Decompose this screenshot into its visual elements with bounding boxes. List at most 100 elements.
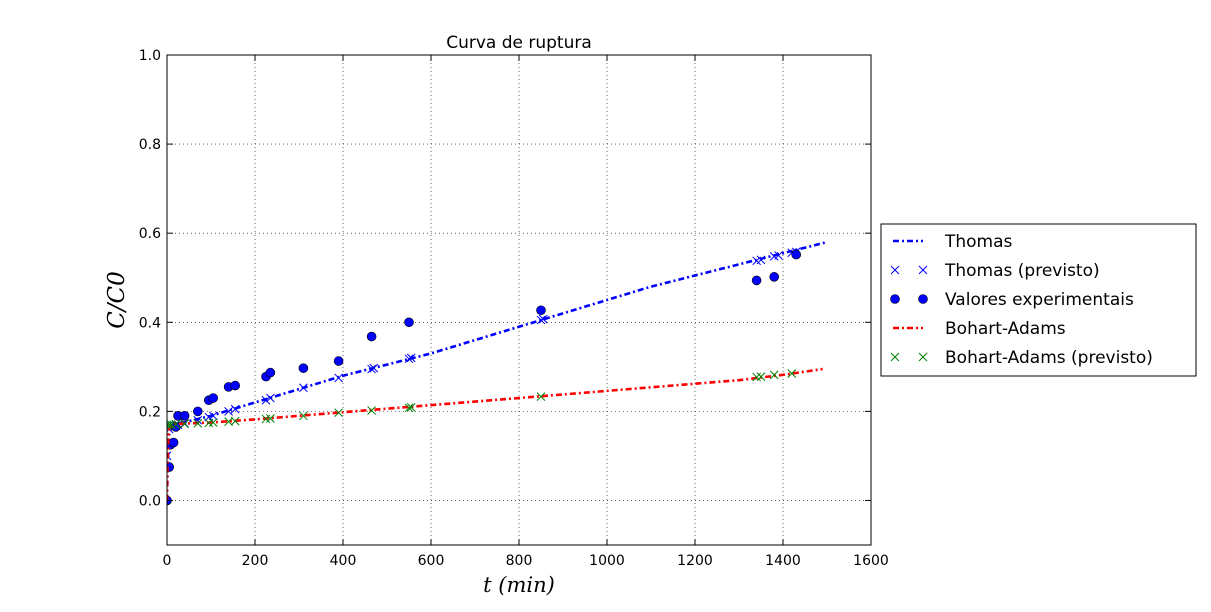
marker-x-stroke — [266, 393, 275, 403]
legend-entry-thomas: Thomas — [893, 232, 1013, 252]
marker-x-stroke — [167, 420, 172, 426]
tick-layer: 0 200 400 600 800 1000 1200 1400 1600 0.0 0.2 0.4 0.… — [139, 48, 889, 569]
marker-x-stroke — [918, 265, 928, 275]
marker-x-stroke — [230, 416, 240, 426]
data-point-valores-experimentais — [265, 367, 276, 378]
legend-swatch-marker — [890, 294, 900, 304]
marker-x-stroke — [404, 403, 414, 413]
data-point-valores-experimentais — [751, 275, 762, 286]
data-point-thomas-previsto — [230, 404, 240, 414]
marker-x-stroke — [266, 414, 275, 423]
data-point-thomas-previsto — [224, 407, 233, 416]
chart-title: Curva de ruptura — [446, 33, 592, 53]
marker-x-stroke — [171, 419, 181, 429]
x-tick-label: 1000 — [589, 553, 625, 569]
data-point-thomas-previsto — [167, 451, 172, 461]
marker-x-stroke — [299, 411, 308, 421]
legend-entry-bohart-adams: Bohart-Adams — [893, 319, 1066, 339]
marker-x-stroke — [756, 255, 766, 265]
legend-swatch-marker — [918, 294, 928, 304]
marker-x-stroke — [261, 395, 271, 405]
x-tick-label: 200 — [242, 553, 269, 569]
y-tick-label: 0.0 — [139, 493, 161, 509]
data-point-valores-experimentais — [208, 393, 218, 403]
marker-x-stroke — [769, 370, 779, 380]
data-point-bohart-adams-previsto — [404, 403, 414, 413]
legend-label: Bohart-Adams — [945, 319, 1066, 339]
legend-label: Thomas (previsto) — [944, 261, 1100, 281]
data-point-valores-experimentais — [168, 437, 179, 448]
series-layer — [167, 240, 828, 506]
marker-x-stroke — [208, 411, 218, 421]
data-point-valores-experimentais — [193, 406, 203, 417]
data-point-bohart-adams-previsto — [180, 419, 189, 429]
data-point-bohart-adams-previsto — [167, 420, 172, 430]
data-point-thomas-previsto — [536, 315, 546, 325]
marker-x-stroke — [167, 424, 172, 430]
data-point-thomas-previsto — [208, 411, 218, 421]
data-point-bohart-adams-previsto — [193, 419, 203, 428]
series-bohart-adams — [167, 367, 823, 501]
marker-x-stroke — [167, 420, 174, 428]
legend-entry-thomas-previsto: Thomas (previsto) — [890, 261, 1100, 281]
data-point-bohart-adams-previsto — [367, 406, 376, 415]
data-point-valores-experimentais — [404, 317, 414, 328]
marker-x-stroke — [787, 369, 797, 378]
data-point-bohart-adams-previsto — [266, 414, 275, 423]
data-point-thomas-previsto — [334, 373, 343, 383]
x-tick-label: 400 — [330, 553, 357, 569]
x-tick-label: 800 — [506, 553, 533, 569]
x-tick-label: 1200 — [677, 553, 713, 569]
legend-swatch-marker — [918, 352, 928, 362]
marker-x-stroke — [404, 354, 414, 364]
marker-x-stroke — [167, 451, 172, 457]
series-bohart-adams-previsto — [167, 369, 797, 430]
data-point-bohart-adams-previsto — [769, 370, 779, 380]
y-tick-label: 0.6 — [139, 226, 161, 242]
marker-x-stroke — [536, 392, 546, 402]
data-point-thomas-previsto — [299, 383, 308, 393]
x-axis-label: t (min) — [483, 573, 555, 597]
y-tick-label: 1.0 — [139, 48, 161, 64]
marker-x-stroke — [224, 417, 233, 426]
y-tick-label: 0.4 — [139, 315, 161, 331]
marker-x-stroke — [369, 363, 379, 373]
x-tick-label: 1400 — [765, 553, 801, 569]
data-point-bohart-adams-previsto — [171, 419, 181, 429]
marker-x-stroke — [890, 265, 900, 275]
x-tick-label: 1600 — [853, 553, 889, 569]
data-point-bohart-adams-previsto — [167, 420, 174, 430]
data-point-bohart-adams-previsto — [406, 403, 416, 412]
legend-swatch-marker — [890, 265, 900, 275]
marker-x-stroke — [367, 364, 376, 374]
data-point-thomas-previsto — [369, 363, 379, 373]
data-point-bohart-adams-previsto — [536, 392, 546, 402]
data-point-bohart-adams-previsto — [334, 408, 343, 418]
marker-x-stroke — [536, 315, 546, 325]
marker-x-stroke — [334, 373, 343, 383]
data-point-thomas-previsto — [756, 255, 766, 265]
marker-x-stroke — [230, 404, 240, 414]
data-point-valores-experimentais — [791, 249, 802, 260]
marker-x-stroke — [208, 418, 218, 427]
x-tick-label: 600 — [418, 553, 445, 569]
data-point-valores-experimentais — [333, 356, 344, 366]
data-point-thomas-previsto — [404, 354, 414, 364]
data-point-valores-experimentais — [230, 380, 240, 391]
data-point-thomas-previsto — [367, 364, 376, 374]
legend-entry-bohart-adams-previsto: Bohart-Adams (previsto) — [890, 348, 1153, 368]
data-point-valores-experimentais — [366, 331, 377, 342]
data-point-bohart-adams-previsto — [230, 416, 240, 426]
marker-x-stroke — [890, 352, 900, 362]
y-tick-label: 0.8 — [139, 137, 161, 153]
marker-x-stroke — [406, 403, 416, 412]
marker-x-stroke — [756, 372, 766, 381]
legend-swatch-marker — [890, 352, 900, 362]
legend-swatch-marker — [918, 265, 928, 275]
grid-layer — [167, 55, 871, 545]
marker-x-stroke — [918, 352, 928, 362]
legend-label: Bohart-Adams (previsto) — [945, 348, 1153, 368]
data-point-bohart-adams-previsto — [208, 418, 218, 427]
series-valores-experimentais — [167, 249, 802, 506]
